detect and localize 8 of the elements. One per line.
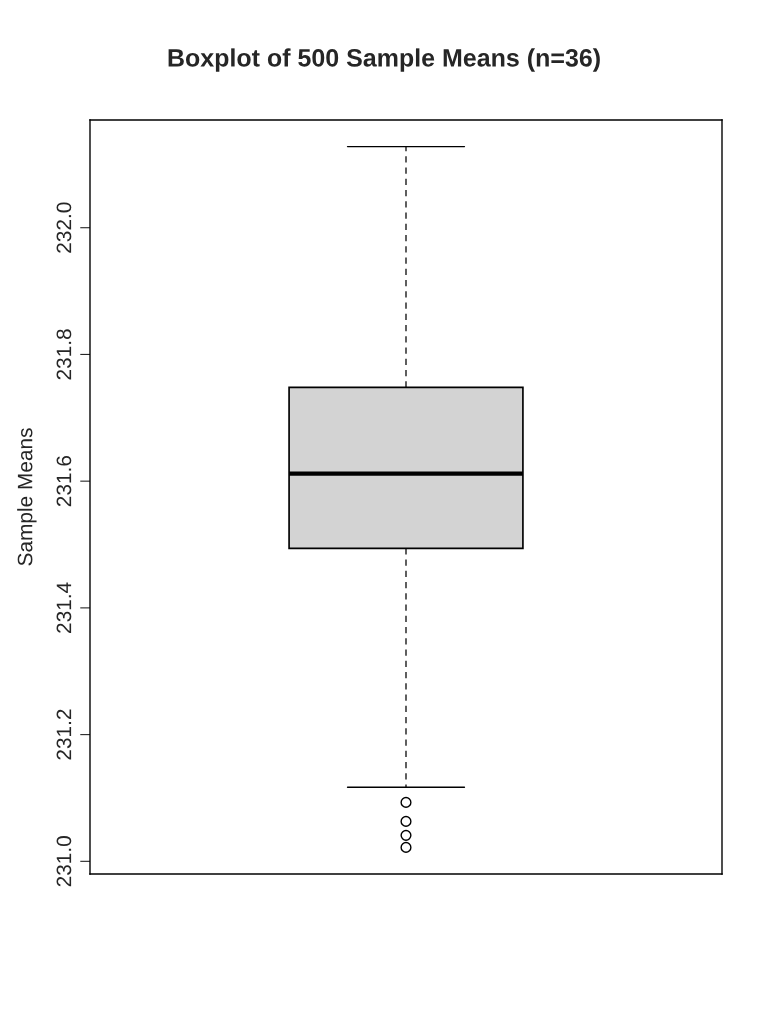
y-axis-title: Sample Means bbox=[17, 428, 37, 566]
chart-title: Boxplot of 500 Sample Means (n=36) bbox=[168, 48, 600, 72]
y-tick-label: 231.6 bbox=[56, 456, 72, 507]
y-tick-label: 231.0 bbox=[56, 836, 72, 887]
y-tick-label: 232.0 bbox=[56, 202, 72, 253]
y-tick-label: 231.2 bbox=[56, 709, 72, 760]
y-tick-label: 231.8 bbox=[56, 329, 72, 380]
y-tick-label: 231.4 bbox=[56, 582, 72, 633]
